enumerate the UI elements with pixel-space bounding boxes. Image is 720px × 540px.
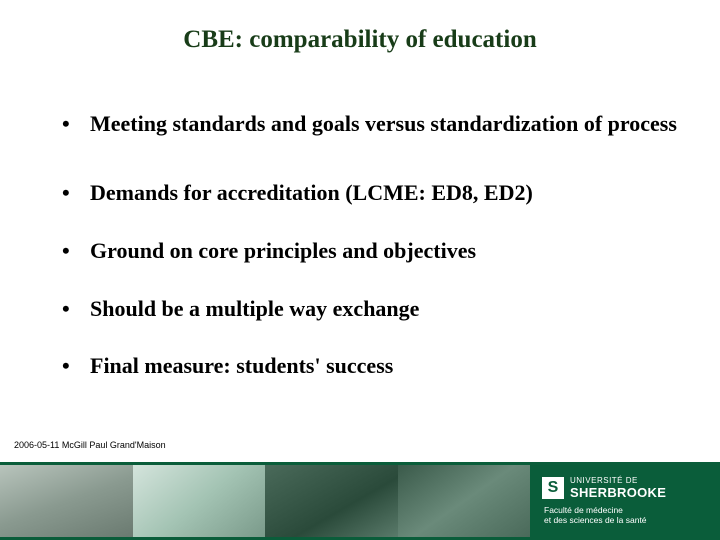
footer-note: 2006-05-11 McGill Paul Grand'Maison [14, 440, 166, 450]
logo-text: UNIVERSITÉ DE SHERBROOKE [570, 477, 666, 500]
logo-name: SHERBROOKE [570, 486, 666, 500]
logo-sub-line: Faculté de médecine [544, 505, 720, 515]
bullet-item: Ground on core principles and objectives [62, 236, 680, 266]
slide-content: Meeting standards and goals versus stand… [62, 100, 680, 409]
university-logo: S UNIVERSITÉ DE SHERBROOKE Faculté de mé… [530, 462, 720, 540]
bullet-item: Should be a multiple way exchange [62, 294, 680, 324]
logo-mark-icon: S [542, 477, 564, 499]
footer-bar: S UNIVERSITÉ DE SHERBROOKE Faculté de mé… [0, 462, 720, 540]
footer-photo [398, 465, 531, 537]
slide-title: CBE: comparability of education [0, 26, 720, 54]
footer-photo [265, 465, 398, 537]
logo-subtitle: Faculté de médecine et des sciences de l… [542, 505, 720, 525]
bullet-list: Meeting standards and goals versus stand… [62, 100, 680, 381]
photo-strip [0, 462, 530, 540]
bullet-item: Meeting standards and goals versus stand… [62, 100, 680, 148]
logo-row: S UNIVERSITÉ DE SHERBROOKE [542, 477, 720, 500]
bullet-item: Demands for accreditation (LCME: ED8, ED… [62, 178, 680, 208]
bullet-item: Final measure: students' success [62, 351, 680, 381]
logo-sub-line: et des sciences de la santé [544, 515, 720, 525]
footer-photo [0, 465, 133, 537]
slide: CBE: comparability of education Meeting … [0, 0, 720, 540]
footer-photo [133, 465, 266, 537]
